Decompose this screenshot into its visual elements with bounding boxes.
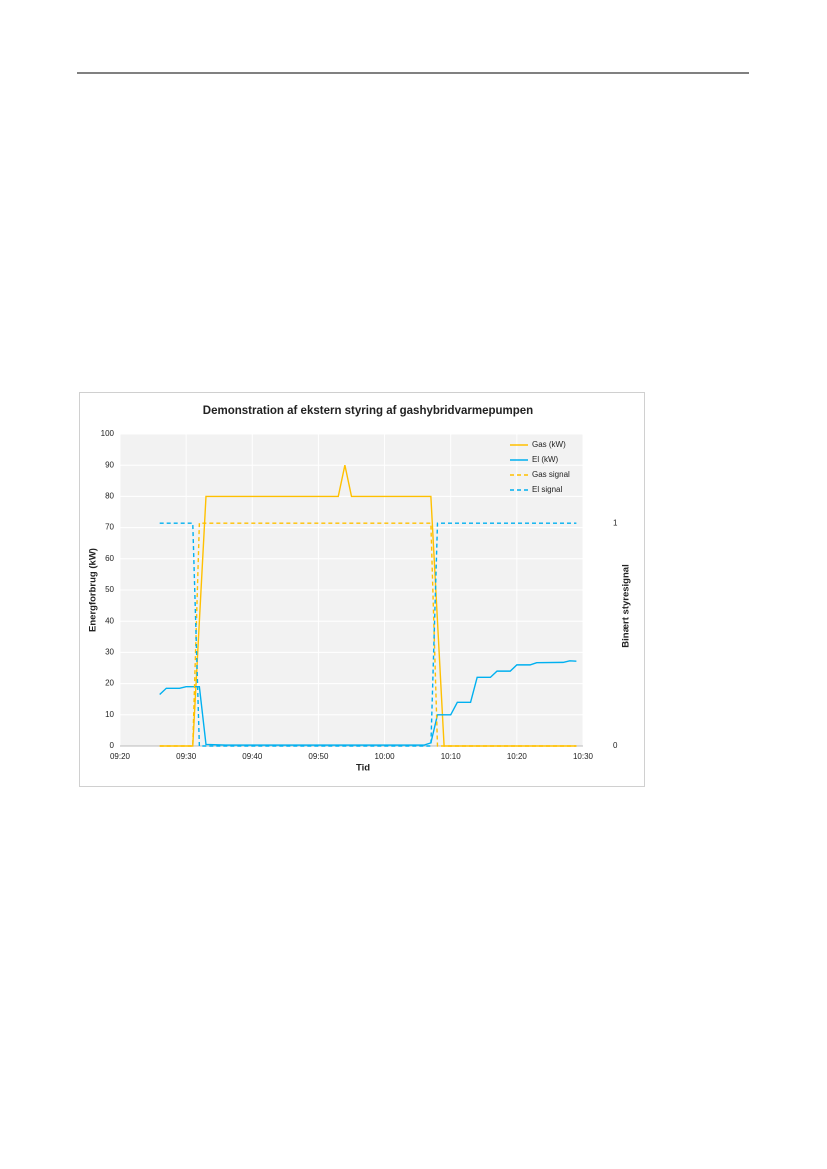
y2-tick-label: 1 [613,518,618,527]
series-line [159,522,577,747]
series-line [159,522,577,747]
x-tick-label: 10:30 [573,752,594,761]
x-tick-label: 09:50 [308,752,329,761]
chart-title: Demonstration af ekstern styring af gash… [203,405,533,417]
x-tick-label: 10:20 [507,752,528,761]
y-tick-label: 50 [105,585,114,594]
x-tick-label: 09:30 [176,752,197,761]
y-tick-label: 80 [105,492,114,501]
legend-label: El signal [532,485,562,494]
y-tick-label: 90 [105,460,114,469]
y-tick-label: 20 [105,679,114,688]
x-tick-label: 09:40 [242,752,263,761]
y-tick-label: 10 [105,710,114,719]
y-tick-label: 0 [110,741,115,750]
y-tick-label: 100 [101,429,115,438]
legend-label: El (kW) [532,455,559,464]
x-tick-label: 09:20 [110,752,131,761]
series-line [159,465,577,747]
x-tick-label: 10:10 [441,752,462,761]
legend-label: Gas signal [532,470,570,479]
y-tick-label: 40 [105,616,114,625]
y2-axis-label: Binært styresignal [621,564,632,647]
x-axis-label: Tid [356,763,370,774]
x-tick-label: 10:00 [375,752,396,761]
y2-tick-label: 0 [613,741,618,750]
y-axis-label: Energforbrug (kW) [88,548,99,632]
y-tick-label: 70 [105,523,114,532]
legend-label: Gas (kW) [532,440,566,449]
y-tick-label: 30 [105,648,114,657]
y-tick-label: 60 [105,554,114,563]
